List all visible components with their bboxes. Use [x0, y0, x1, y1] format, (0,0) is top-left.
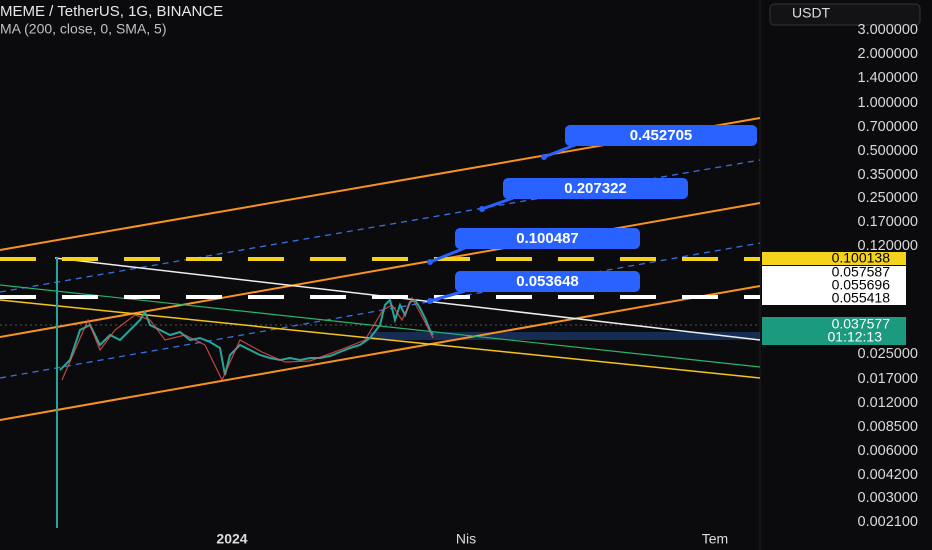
price-marker: [762, 279, 906, 292]
callout-box: [503, 178, 688, 199]
time-axis-label: 2024: [216, 531, 247, 547]
currency-button[interactable]: [769, 3, 921, 26]
symbol-title: MEME / TetherUS, 1G, BINANCE: [0, 3, 223, 20]
price-axis-label: 0.170000: [858, 214, 918, 230]
price-axis-label: 0.012000: [858, 395, 918, 411]
callout-label: 0.207322: [564, 180, 627, 197]
price-marker: [762, 292, 906, 305]
price-axis-label: 1.400000: [858, 70, 918, 86]
callout-label: 0.452705: [630, 127, 693, 144]
callout-label: 0.100487: [516, 230, 579, 247]
price-axis-label: 0.006000: [858, 443, 918, 459]
price-marker-label: 0.055418: [832, 290, 891, 306]
callout-label: 0.053648: [516, 273, 579, 290]
callout-dot: [541, 154, 547, 160]
callout-pointer: [481, 196, 514, 211]
callout-dot: [427, 298, 433, 304]
indicator-label: MA (200, close, 0, SMA, 5): [0, 21, 167, 37]
price-axis-label: 0.250000: [858, 190, 918, 206]
price-axis-label: 0.025000: [858, 346, 918, 362]
countdown: 01:12:13: [828, 329, 883, 345]
price-axis-label: 0.017000: [858, 371, 918, 387]
price-axis-label: 3.000000: [858, 22, 918, 38]
callout-dot: [479, 206, 485, 212]
last-price-box: [762, 317, 906, 345]
price-axis-label: 0.003000: [858, 490, 918, 506]
price-marker: [762, 252, 906, 265]
callout-box: [455, 271, 640, 292]
drawings: [0, 117, 761, 528]
callout-pointer: [429, 246, 466, 264]
callout-box: [565, 125, 757, 146]
price-marker-label: 0.057587: [832, 264, 891, 280]
callout-pointer: [429, 289, 466, 303]
price-axis-label: 0.008500: [858, 419, 918, 435]
price-marker-label: 0.100138: [832, 250, 891, 266]
price-axis-label: 2.000000: [858, 46, 918, 62]
callout-dot: [427, 259, 433, 265]
price-axis-label: 0.120000: [858, 238, 918, 254]
currency-label: USDT: [792, 5, 831, 21]
price-axis-label: 1.000000: [858, 95, 918, 111]
price-axis-label: 0.004200: [858, 467, 918, 483]
price-axis-label: 0.700000: [858, 119, 918, 135]
callout-pointer: [543, 143, 576, 159]
price-axis-label: 0.350000: [858, 167, 918, 183]
time-axis-label: Nis: [456, 531, 476, 547]
price-axis-label: 0.500000: [858, 143, 918, 159]
last-price: 0.037577: [832, 316, 891, 332]
time-axis-label: Tem: [702, 531, 728, 547]
price-marker: [762, 266, 906, 279]
price-axis-label: 0.002100: [858, 514, 918, 530]
price-marker-label: 0.055696: [832, 277, 891, 293]
callout-box: [455, 228, 640, 249]
